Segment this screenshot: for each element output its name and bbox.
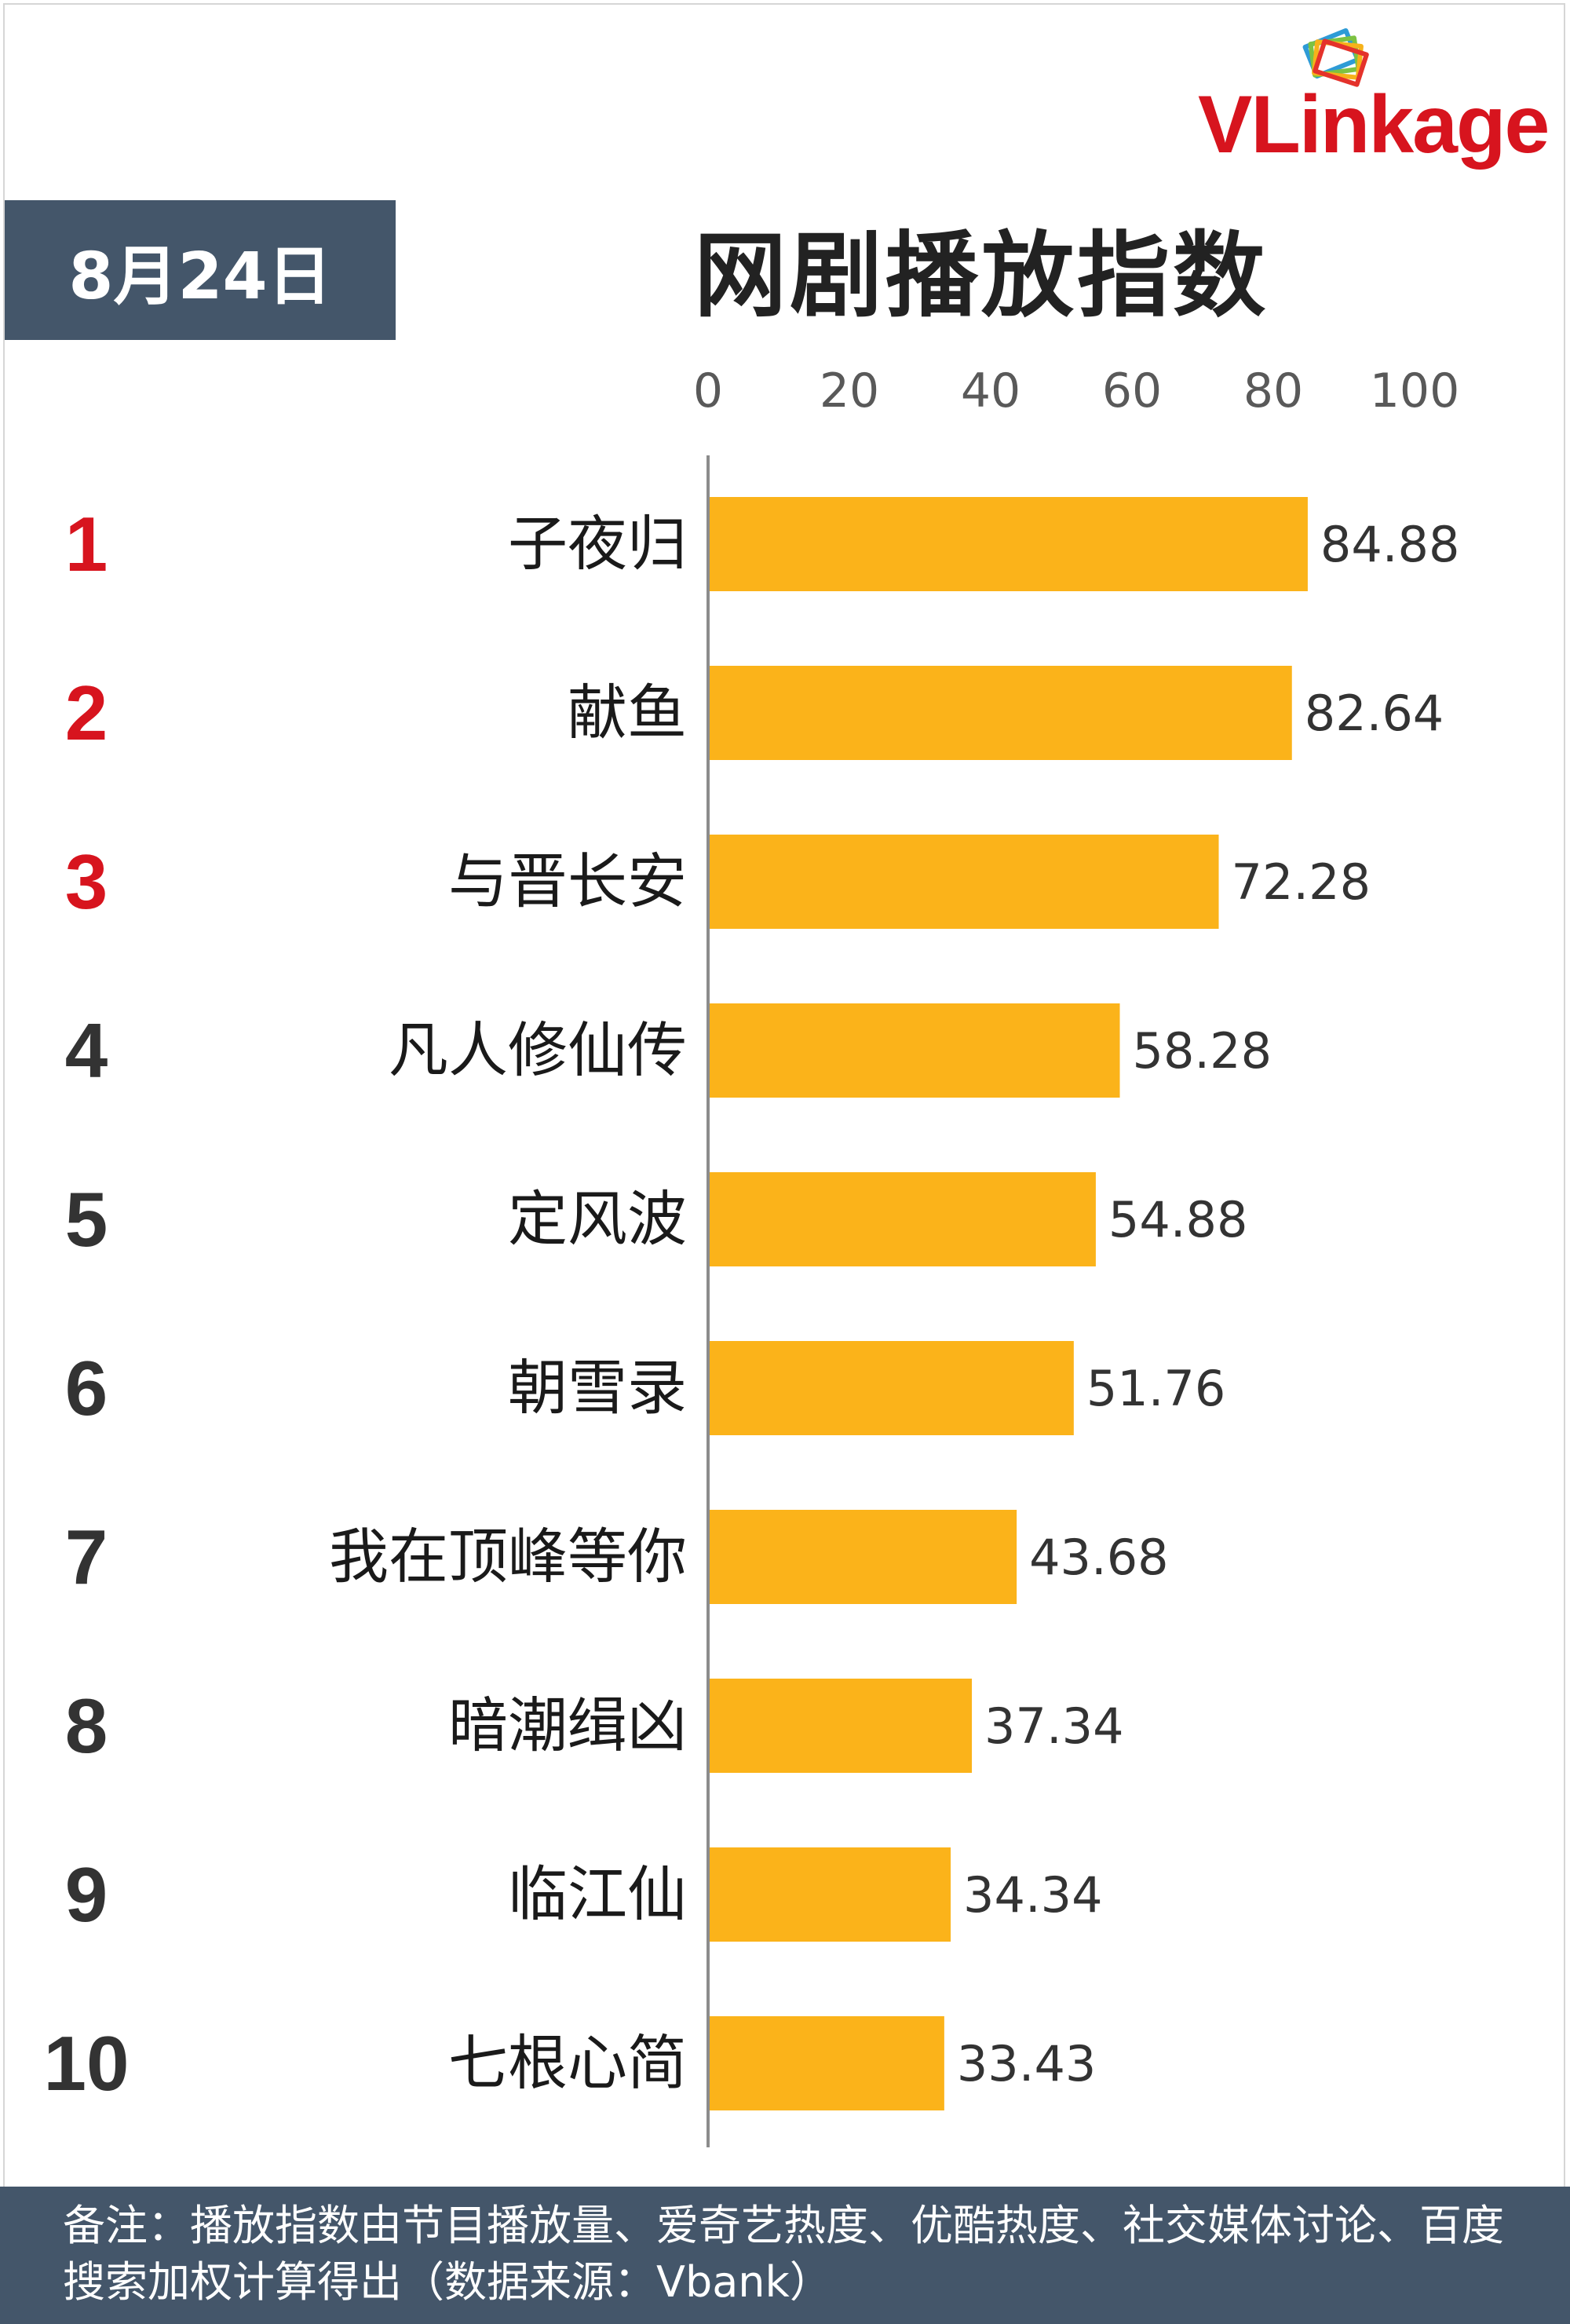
footer-note: 备注：播放指数由节目播放量、爱奇艺热度、优酷热度、社交媒体讨论、百度搜索加权计算…	[0, 2187, 1570, 2324]
category-label: 朝雪录	[508, 1353, 687, 1423]
value-label: 72.28	[1232, 853, 1371, 911]
value-label: 82.64	[1305, 685, 1444, 742]
logo-cards-icon	[1302, 27, 1369, 87]
category-label: 献鱼	[568, 678, 687, 747]
bar	[710, 1003, 1120, 1098]
category-label: 七根心简	[448, 2028, 687, 2098]
category-label: 凡人修仙传	[389, 1015, 687, 1085]
bar	[710, 1172, 1096, 1266]
value-label: 58.28	[1133, 1022, 1272, 1080]
x-tick-label: 40	[961, 364, 1020, 418]
value-label: 84.88	[1320, 516, 1460, 573]
rank-number: 5	[65, 1176, 108, 1262]
rank-number: 6	[65, 1345, 108, 1431]
category-label: 临江仙	[508, 1859, 687, 1929]
value-label: 34.34	[963, 1866, 1103, 1924]
value-label: 33.43	[957, 2035, 1097, 2092]
category-label: 暗潮缉凶	[448, 1690, 687, 1760]
x-tick-label: 80	[1243, 364, 1303, 418]
value-label: 51.76	[1086, 1360, 1226, 1417]
x-tick-label: 100	[1370, 364, 1460, 418]
value-label: 54.88	[1108, 1191, 1248, 1248]
bar	[710, 1679, 973, 1773]
vlinkage-logo: VLinkage	[1193, 24, 1554, 173]
bar	[710, 1847, 951, 1942]
rank-number: 2	[65, 670, 108, 756]
rank-number: 3	[65, 839, 108, 925]
date-badge: 8月24日	[5, 200, 396, 340]
rank-number: 10	[43, 2020, 129, 2107]
bar	[710, 2016, 944, 2110]
x-tick-label: 0	[693, 364, 723, 418]
rank-number: 1	[65, 501, 108, 587]
chart-title: 网剧播放指数	[693, 221, 1269, 330]
bar-chart: 0 20 40 60 80 100 84.88 子夜归 1 82.64 献鱼 2 72.28 与晋长安 3 5…	[43, 364, 1460, 2147]
value-label: 37.34	[984, 1697, 1124, 1755]
value-label: 43.68	[1029, 1529, 1169, 1586]
category-label: 子夜归	[508, 509, 687, 579]
rank-number: 4	[65, 1007, 108, 1094]
bar	[710, 1510, 1017, 1604]
rank-number: 9	[65, 1851, 108, 1938]
rank-number: 8	[65, 1683, 108, 1769]
bar	[710, 497, 1308, 591]
category-label: 定风波	[508, 1184, 687, 1254]
bar	[710, 835, 1219, 929]
rank-number: 7	[65, 1514, 108, 1600]
category-label: 我在顶峰等你	[329, 1522, 687, 1591]
x-tick-label: 60	[1102, 364, 1162, 418]
bar	[710, 666, 1292, 760]
category-label: 与晋长安	[448, 846, 687, 916]
bar	[710, 1341, 1074, 1435]
brand-name: VLinkage	[1198, 79, 1550, 170]
x-tick-label: 20	[820, 364, 879, 418]
